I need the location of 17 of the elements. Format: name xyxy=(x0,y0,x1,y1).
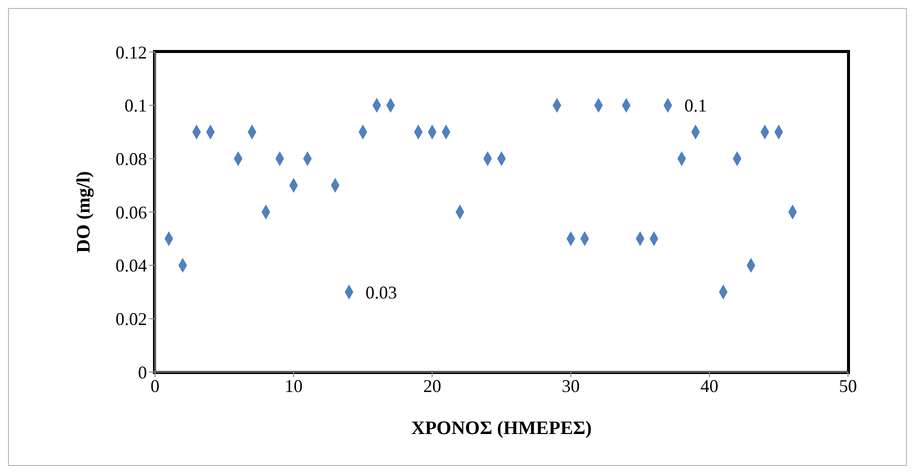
y-tick-label: 0.02 xyxy=(116,309,147,330)
x-tick-label: 20 xyxy=(423,376,442,396)
y-tick-label: 0 xyxy=(138,362,147,382)
y-tick-label: 0.08 xyxy=(116,149,147,170)
y-tick-label: 0.04 xyxy=(116,256,147,276)
x-axis-title: ΧΡΟΝΟΣ (ΗΜΕΡΕΣ) xyxy=(411,418,592,439)
y-tick-label: 0.12 xyxy=(116,42,147,62)
x-tick-label: 50 xyxy=(839,376,857,396)
data-label: 0.03 xyxy=(366,282,398,302)
data-label: 0.1 xyxy=(684,96,707,116)
x-tick-label: 0 xyxy=(150,376,160,396)
y-axis-title: DO (mg/l) xyxy=(74,171,95,253)
y-tick-label: 0.06 xyxy=(116,202,147,222)
x-tick-label: 10 xyxy=(284,376,303,396)
x-tick-label: 30 xyxy=(562,376,580,396)
x-tick-label: 40 xyxy=(700,376,718,396)
y-tick-label: 0.1 xyxy=(124,96,147,116)
